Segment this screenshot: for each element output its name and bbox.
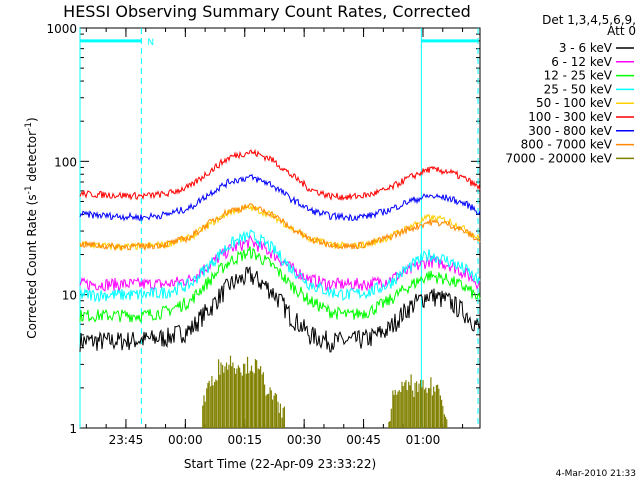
legend-label: 12 - 25 keV — [544, 69, 613, 83]
y-tick-label: 100 — [54, 155, 77, 169]
series-0 — [79, 266, 481, 353]
night-annotation: N — [147, 38, 154, 48]
x-tick-label: 00:30 — [287, 433, 322, 447]
x-tick-label: 01:00 — [406, 433, 441, 447]
footer-timestamp: 4-Mar-2010 21:33 — [556, 469, 636, 479]
legend-label: 25 - 50 keV — [544, 82, 613, 96]
x-tick-label: 00:15 — [227, 433, 262, 447]
series-2 — [79, 246, 481, 323]
series-line — [79, 173, 481, 222]
series-line — [79, 266, 481, 353]
y-tick-label: 1 — [69, 422, 77, 436]
series-1 — [79, 234, 481, 293]
series-line — [79, 228, 481, 303]
legend-label: 7000 - 20000 keV — [505, 151, 612, 165]
legend-label: 6 - 12 keV — [551, 55, 613, 69]
legend-header: Det 1,3,4,5,6,9, — [542, 13, 636, 27]
series-line — [79, 246, 481, 323]
legend-label: 800 - 7000 keV — [521, 138, 613, 152]
series-line — [79, 148, 481, 201]
series-3 — [79, 228, 481, 303]
legend-label: 3 - 6 keV — [559, 41, 613, 55]
y-tick-label: 1000 — [46, 22, 77, 36]
series-7 — [79, 203, 481, 252]
series-8 — [202, 355, 448, 428]
legend-label: 50 - 100 keV — [536, 96, 613, 110]
y-axis-label: Corrected Count Rate (s-1 detector-1) — [24, 117, 39, 338]
x-tick-label: 00:45 — [346, 433, 381, 447]
plot-area: 1 10 100 1000 23:45 00:00 00:15 00:30 00:45 01:00… — [46, 22, 481, 447]
series-5 — [79, 148, 481, 201]
chart-title: HESSI Observing Summary Count Rates, Cor… — [63, 2, 471, 21]
x-axis-label: Start Time (22-Apr-09 23:33:22) — [184, 457, 376, 471]
legend-header: Att 0 — [607, 24, 636, 38]
y-tick-label: 10 — [62, 289, 77, 303]
series-line — [79, 234, 481, 293]
x-tick-label: 00:00 — [168, 433, 203, 447]
series-line — [79, 203, 481, 252]
x-tick-label: 23:45 — [109, 433, 144, 447]
series-6 — [79, 173, 481, 222]
legend-label: 100 - 300 keV — [528, 110, 612, 124]
legend-label: 300 - 800 keV — [528, 124, 612, 138]
